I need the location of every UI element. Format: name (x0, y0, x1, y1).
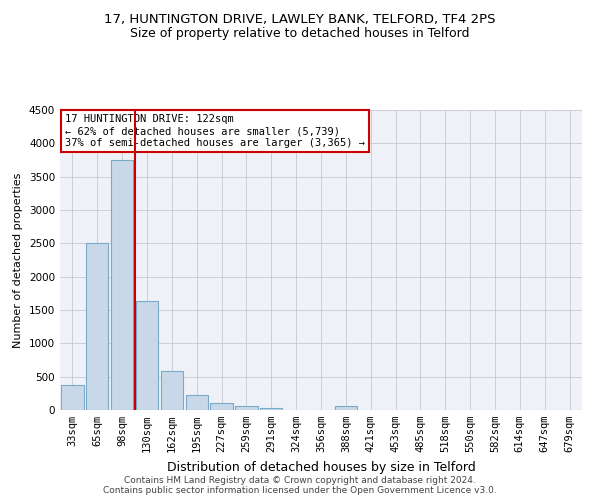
Text: 17, HUNTINGTON DRIVE, LAWLEY BANK, TELFORD, TF4 2PS: 17, HUNTINGTON DRIVE, LAWLEY BANK, TELFO… (104, 12, 496, 26)
Text: Contains HM Land Registry data © Crown copyright and database right 2024.
Contai: Contains HM Land Registry data © Crown c… (103, 476, 497, 495)
Text: Size of property relative to detached houses in Telford: Size of property relative to detached ho… (130, 28, 470, 40)
Y-axis label: Number of detached properties: Number of detached properties (13, 172, 23, 348)
Bar (136, 300, 158, 410)
Bar (260, 408, 283, 410)
Bar (235, 406, 257, 410)
Bar (185, 395, 208, 410)
Bar (161, 371, 183, 410)
Bar (86, 244, 109, 410)
Bar (61, 386, 83, 410)
Text: 17 HUNTINGTON DRIVE: 122sqm
← 62% of detached houses are smaller (5,739)
37% of : 17 HUNTINGTON DRIVE: 122sqm ← 62% of det… (65, 114, 365, 148)
Bar (111, 160, 133, 410)
Bar (335, 406, 357, 410)
Bar (211, 403, 233, 410)
X-axis label: Distribution of detached houses by size in Telford: Distribution of detached houses by size … (167, 460, 475, 473)
